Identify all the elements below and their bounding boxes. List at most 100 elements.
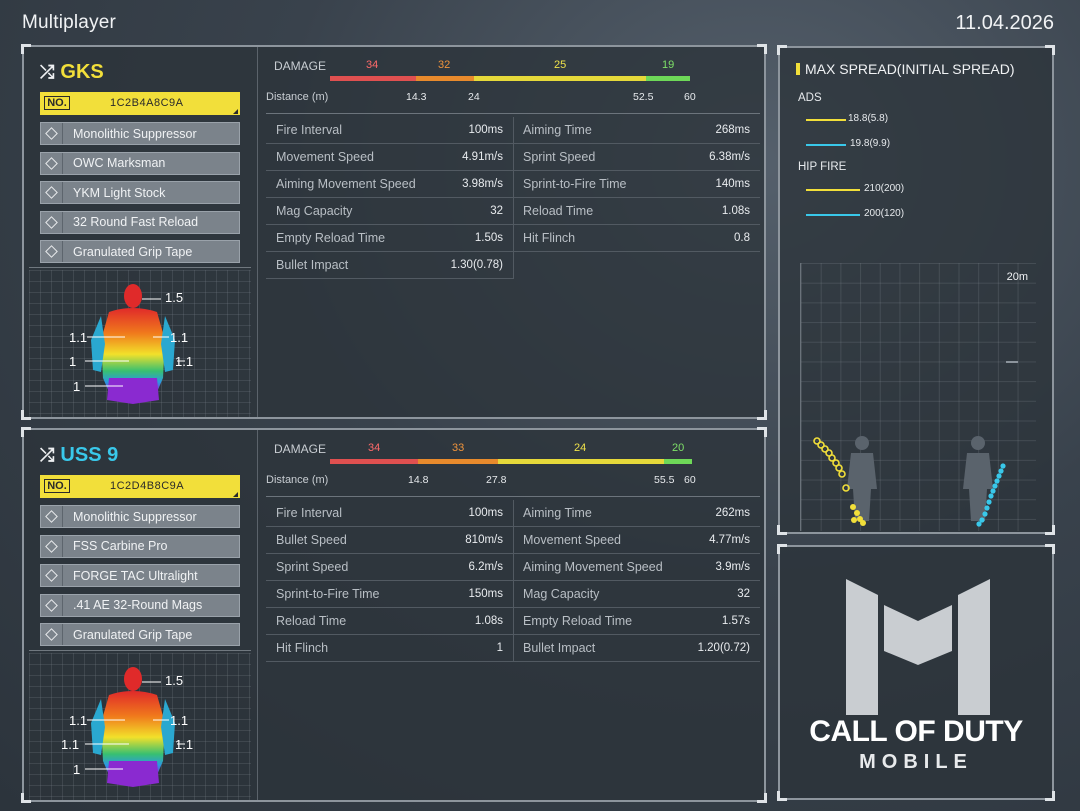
attachment-item[interactable]: .41 AE 32-Round Mags: [40, 593, 240, 617]
shuffle-icon: ⤮: [40, 62, 55, 82]
distance-value: 27.8: [486, 474, 507, 486]
attachment-item[interactable]: FSS Carbine Pro: [40, 534, 240, 558]
legend-line-gks: [806, 189, 860, 191]
attachment-list: Monolithic Suppressor OWC Marksman YKM L…: [40, 122, 240, 270]
attachment-item[interactable]: FORGE TAC Ultralight: [40, 564, 240, 587]
stat-row: Aiming Movement Speed 3.9m/s: [513, 554, 760, 581]
stat-row: Empty Reload Time 1.57s: [513, 608, 760, 635]
title-marker-icon: [796, 63, 800, 75]
spread-grid: 20m: [800, 263, 1036, 531]
hitbox-diagram: 1.5 1.1 1.1 1.1 1 1: [29, 270, 251, 417]
spread-panel: MAX SPREAD(INITIAL SPREAD) ADS 18.8(5.8)…: [777, 45, 1055, 535]
attachment-icon: [41, 182, 63, 203]
attachment-item[interactable]: Granulated Grip Tape: [40, 240, 240, 263]
distance-label: Distance (m): [266, 91, 329, 103]
divider: [266, 496, 760, 497]
stat-row: Bullet Speed 810m/s: [266, 527, 513, 554]
upper-right-multiplier: 1.1: [170, 713, 189, 728]
hip-fire-label: HIP FIRE: [798, 161, 847, 173]
damage-segment: [330, 459, 418, 464]
distance-value: 14.3: [406, 91, 427, 103]
legend-line-gks: [806, 119, 846, 121]
ads-label: ADS: [798, 92, 822, 104]
divider: [29, 267, 251, 268]
damage-label: DAMAGE: [274, 59, 327, 73]
damage-segment: [664, 459, 692, 464]
stat-row: Movement Speed 4.91m/s: [266, 144, 513, 171]
head-multiplier: 1.5: [165, 673, 184, 688]
attachment-icon: [41, 123, 63, 144]
head-multiplier: 1.5: [165, 290, 184, 305]
weapon-panel-gks: ⤮ GKS NO. 1C2B4A8C9A Monolithic Suppresso…: [21, 44, 767, 420]
hitbox-diagram: 1.5 1.1 1.1 1.1 1.1 1: [29, 653, 251, 800]
attachment-item[interactable]: Monolithic Suppressor: [40, 505, 240, 528]
stat-row: Aiming Time 268ms: [513, 117, 760, 144]
attachment-icon: [41, 211, 63, 233]
distance-value: 60: [684, 91, 696, 103]
gks-spread-hits: [850, 504, 866, 526]
stat-row: Mag Capacity 32: [266, 198, 513, 225]
logo-panel: CALL OF DUTY MOBILE: [777, 544, 1055, 801]
loadout-code: 1C2D4B8C9A: [110, 480, 185, 492]
damage-segment: [330, 76, 416, 81]
damage-value: 25: [554, 59, 567, 71]
attachment-item[interactable]: Monolithic Suppressor: [40, 122, 240, 145]
code-number-label: NO.: [44, 479, 70, 493]
stat-row: Mag Capacity 32: [513, 581, 760, 608]
stat-row: Aiming Movement Speed 3.98m/s: [266, 171, 513, 198]
ads-value-uss9: 19.8(9.9): [850, 138, 891, 149]
hip-value-gks: 210(200): [864, 183, 905, 194]
distance-value: 55.5: [654, 474, 675, 486]
upper-left-multiplier: 1.1: [69, 330, 88, 345]
damage-segment: [474, 76, 646, 81]
stat-row: Sprint Speed 6.38m/s: [513, 144, 760, 171]
upper-right-multiplier: 1.1: [170, 330, 189, 345]
attachment-item[interactable]: 32 Round Fast Reload: [40, 210, 240, 234]
corner-triangle-icon: [233, 109, 238, 114]
legs-multiplier: 1: [73, 762, 81, 777]
corner-triangle-icon: [233, 492, 238, 497]
page-title: Multiplayer: [22, 12, 117, 33]
stat-row: Sprint Speed 6.2m/s: [266, 554, 513, 581]
divider: [266, 113, 760, 114]
attachment-icon: [41, 565, 63, 586]
attachment-item[interactable]: Granulated Grip Tape: [40, 623, 240, 646]
hip-value-uss9: 200(120): [864, 208, 905, 219]
loadout-code-box[interactable]: NO. 1C2B4A8C9A: [40, 92, 240, 115]
spread-title: MAX SPREAD(INITIAL SPREAD): [796, 61, 1015, 77]
attachment-icon: [41, 152, 63, 174]
divider: [513, 500, 514, 662]
range-label: 20m: [1006, 271, 1028, 283]
attachment-item[interactable]: OWC Marksman: [40, 151, 240, 175]
stat-row: Movement Speed 4.77m/s: [513, 527, 760, 554]
attachment-icon: [41, 624, 63, 645]
stat-row: Hit Flinch 0.8: [513, 225, 760, 252]
stat-row: Aiming Time 262ms: [513, 500, 760, 527]
damage-value: 33: [452, 442, 465, 454]
lower-multiplier: 1: [69, 354, 77, 369]
attachment-icon: [41, 241, 63, 262]
spread-visualization: [813, 361, 1018, 527]
loadout-code: 1C2B4A8C9A: [110, 97, 184, 109]
loadout-code-box[interactable]: NO. 1C2D4B8C9A: [40, 475, 240, 498]
damage-value: 20: [672, 442, 685, 454]
damage-value: 19: [662, 59, 675, 71]
stat-row: Fire Interval 100ms: [266, 117, 513, 144]
loadout-column: ⤮ GKS NO. 1C2B4A8C9A Monolithic Suppresso…: [24, 47, 258, 417]
damage-value: 32: [438, 59, 451, 71]
top-bar: Multiplayer 11.04.2026: [0, 0, 1080, 44]
stats-column: DAMAGE Distance (m) 34 33 24 20 14.8 27.…: [260, 430, 764, 800]
damage-bar: 34 32 25 19: [330, 59, 690, 81]
distance-label: Distance (m): [266, 474, 329, 486]
stat-row: Sprint-to-Fire Time 140ms: [513, 171, 760, 198]
legend-line-uss9: [806, 214, 860, 216]
damage-segment: [498, 459, 664, 464]
logo-title: CALL OF DUTY: [809, 715, 1023, 748]
ads-value-gks: 18.8(5.8): [848, 113, 889, 124]
date-label: 11.04.2026: [955, 12, 1054, 34]
damage-value: 24: [574, 442, 587, 454]
attachment-item[interactable]: YKM Light Stock: [40, 181, 240, 204]
stat-row: Sprint-to-Fire Time 150ms: [266, 581, 513, 608]
stat-row: Empty Reload Time 1.50s: [266, 225, 513, 252]
weapon-name: ⤮ GKS: [40, 61, 104, 83]
